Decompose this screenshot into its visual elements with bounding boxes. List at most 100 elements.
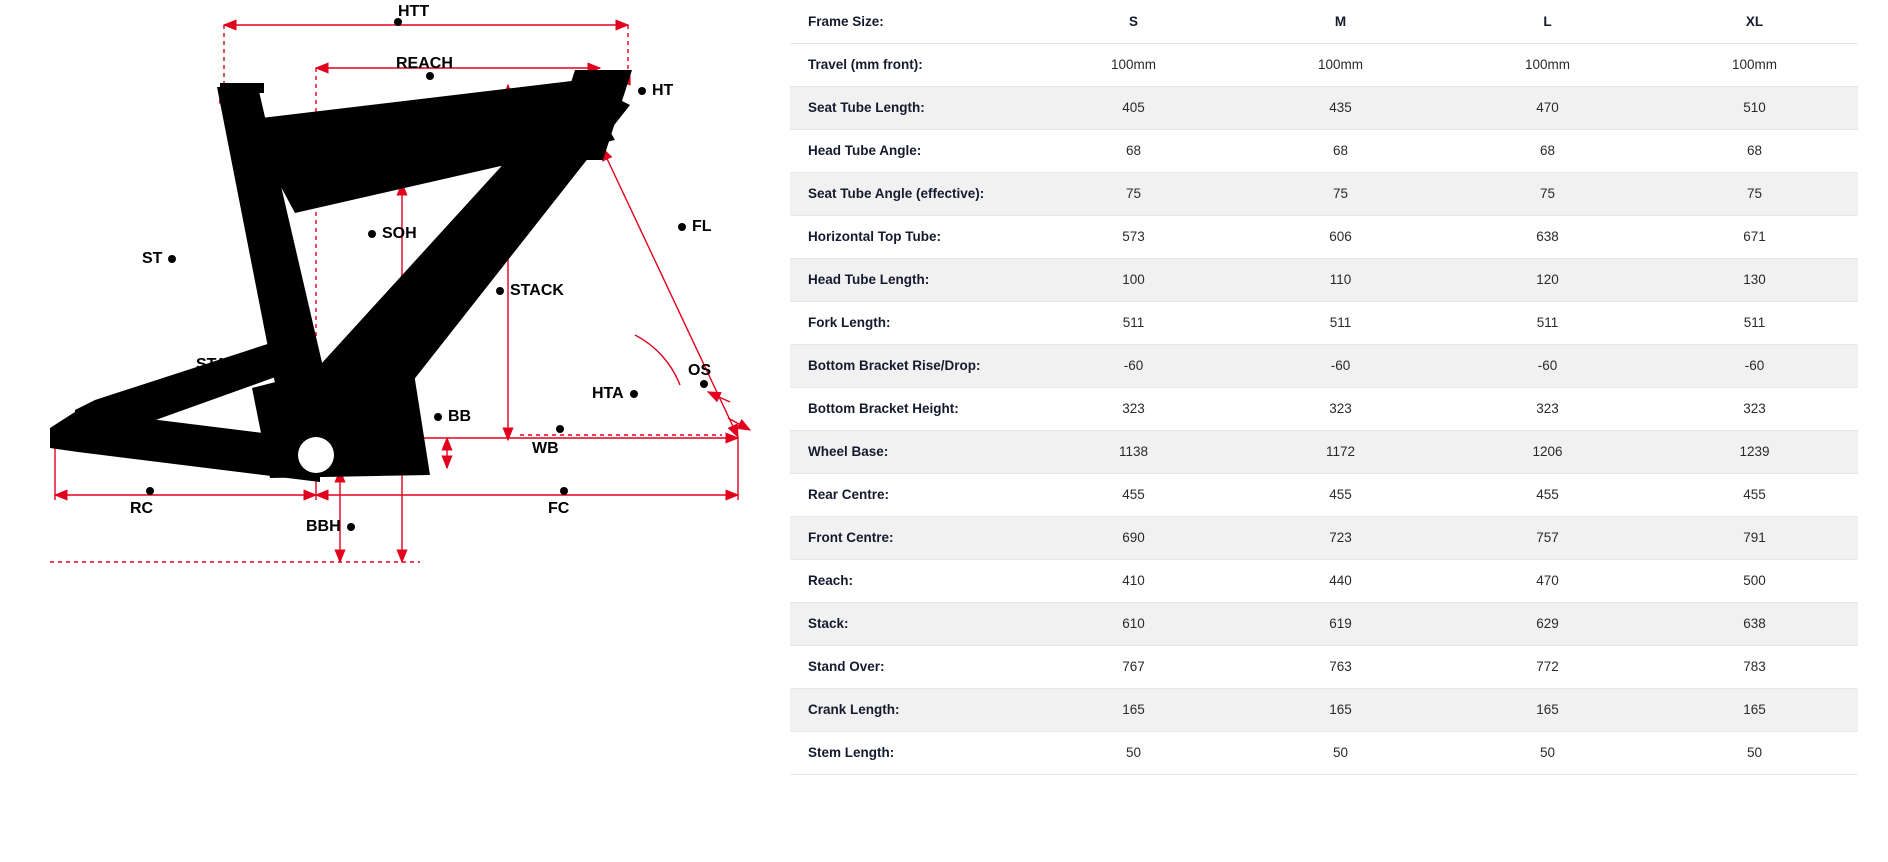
row-value: 323 (1237, 387, 1444, 430)
row-value: 440 (1237, 559, 1444, 602)
row-value: 671 (1651, 215, 1858, 258)
row-value: 455 (1444, 473, 1651, 516)
row-value: 100mm (1444, 43, 1651, 86)
row-value: 405 (1030, 86, 1237, 129)
row-value: 791 (1651, 516, 1858, 559)
label-250: 250 (310, 118, 337, 136)
row-value: 165 (1237, 688, 1444, 731)
label-os: OS (688, 362, 711, 380)
label-fc: FC (548, 500, 569, 518)
row-value: 1206 (1444, 430, 1651, 473)
row-label: Head Tube Length: (790, 258, 1030, 301)
row-value: 100 (1030, 258, 1237, 301)
row-value: 690 (1030, 516, 1237, 559)
label-wb-dot (556, 425, 564, 433)
row-value: 510 (1651, 86, 1858, 129)
table-row: Crank Length:165165165165 (790, 688, 1858, 731)
label-hta: HTA (592, 385, 638, 403)
row-value: 50 (1444, 731, 1651, 774)
label-os-dot (700, 380, 708, 388)
row-value: 470 (1444, 86, 1651, 129)
label-fl: FL (678, 218, 712, 236)
row-value: 50 (1030, 731, 1237, 774)
row-value: 610 (1030, 602, 1237, 645)
row-value: 323 (1030, 387, 1237, 430)
row-value: 723 (1237, 516, 1444, 559)
row-value: 772 (1444, 645, 1651, 688)
table-row: Fork Length:511511511511 (790, 301, 1858, 344)
row-label: Crank Length: (790, 688, 1030, 731)
size-col-3: XL (1651, 0, 1858, 43)
label-250-dot (322, 136, 330, 144)
row-value: 100mm (1237, 43, 1444, 86)
row-value: 1172 (1237, 430, 1444, 473)
row-label: Wheel Base: (790, 430, 1030, 473)
row-value: 165 (1651, 688, 1858, 731)
label-reach-dot (426, 72, 434, 80)
table-row: Stand Over:767763772783 (790, 645, 1858, 688)
row-label: Reach: (790, 559, 1030, 602)
row-value: 75 (1651, 172, 1858, 215)
row-value: 767 (1030, 645, 1237, 688)
row-value: 435 (1237, 86, 1444, 129)
row-label: Bottom Bracket Rise/Drop: (790, 344, 1030, 387)
row-value: 75 (1237, 172, 1444, 215)
label-st: ST (142, 250, 176, 268)
row-value: -60 (1444, 344, 1651, 387)
row-value: 100mm (1030, 43, 1237, 86)
row-value: 638 (1444, 215, 1651, 258)
row-value: -60 (1651, 344, 1858, 387)
row-value: 1138 (1030, 430, 1237, 473)
table-row: Horizontal Top Tube:573606638671 (790, 215, 1858, 258)
row-value: 110 (1237, 258, 1444, 301)
label-rc: RC (130, 500, 153, 518)
row-value: 120 (1444, 258, 1651, 301)
table-header-label: Frame Size: (790, 0, 1030, 43)
row-label: Rear Centre: (790, 473, 1030, 516)
row-value: 68 (1444, 129, 1651, 172)
row-value: 323 (1651, 387, 1858, 430)
row-value: 511 (1237, 301, 1444, 344)
row-value: 1239 (1651, 430, 1858, 473)
label-fc-dot (560, 487, 568, 495)
row-value: -60 (1237, 344, 1444, 387)
size-col-1: M (1237, 0, 1444, 43)
row-label: Stem Length: (790, 731, 1030, 774)
row-value: 68 (1237, 129, 1444, 172)
table-header-row: Frame Size: S M L XL (790, 0, 1858, 43)
row-value: 50 (1237, 731, 1444, 774)
table-row: Wheel Base:1138117212061239 (790, 430, 1858, 473)
row-value: 75 (1444, 172, 1651, 215)
table-row: Seat Tube Length:405435470510 (790, 86, 1858, 129)
page-root: HTT REACH HT 250 ST SOH FL STACK STA BB … (0, 0, 1888, 862)
row-value: 410 (1030, 559, 1237, 602)
label-htt-dot (394, 18, 402, 26)
row-value: 619 (1237, 602, 1444, 645)
label-bb: BB (434, 408, 471, 426)
table-row: Reach:410440470500 (790, 559, 1858, 602)
row-value: 638 (1651, 602, 1858, 645)
table-row: Stack:610619629638 (790, 602, 1858, 645)
label-ht: HT (638, 82, 673, 100)
geometry-table-panel: Frame Size: S M L XL Travel (mm front):1… (790, 0, 1888, 862)
geometry-diagram-panel: HTT REACH HT 250 ST SOH FL STACK STA BB … (0, 0, 790, 862)
row-value: 130 (1651, 258, 1858, 301)
row-value: 68 (1030, 129, 1237, 172)
size-col-2: L (1444, 0, 1651, 43)
table-row: Bottom Bracket Height:323323323323 (790, 387, 1858, 430)
row-value: 500 (1651, 559, 1858, 602)
label-stack: STACK (496, 282, 564, 300)
label-reach: REACH (396, 55, 453, 73)
row-value: -60 (1030, 344, 1237, 387)
row-label: Travel (mm front): (790, 43, 1030, 86)
row-label: Bottom Bracket Height: (790, 387, 1030, 430)
row-value: 323 (1444, 387, 1651, 430)
row-value: 629 (1444, 602, 1651, 645)
table-row: Travel (mm front):100mm100mm100mm100mm (790, 43, 1858, 86)
row-value: 783 (1651, 645, 1858, 688)
row-label: Stack: (790, 602, 1030, 645)
table-row: Head Tube Length:100110120130 (790, 258, 1858, 301)
table-row: Stem Length:50505050 (790, 731, 1858, 774)
row-value: 757 (1444, 516, 1651, 559)
table-row: Rear Centre:455455455455 (790, 473, 1858, 516)
